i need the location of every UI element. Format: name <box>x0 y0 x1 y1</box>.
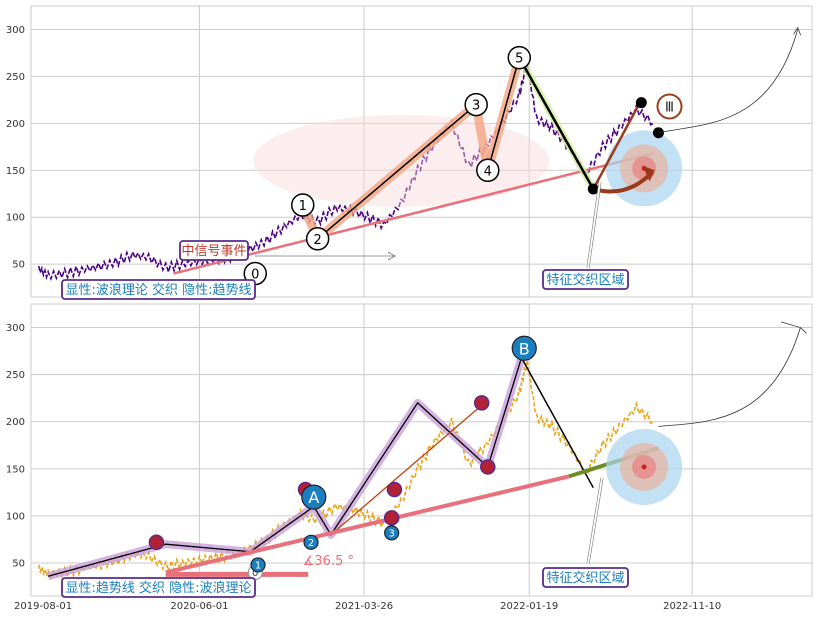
top-panel: 50 100 150 200 250 300 Ⅲ 0 1 2 3 4 5 中信号事件特征交织区域显性:波浪… <box>6 5 813 300</box>
legend-label: 显性:趋势线 交织 隐性:波浪理论 <box>65 580 251 596</box>
y-tick-label: 200 <box>6 417 25 428</box>
x-tick-label: 2022-01-19 <box>500 601 558 612</box>
wave-line-down <box>518 57 595 190</box>
wave-point-label: 0 <box>251 268 259 283</box>
wave-point-label: A <box>308 488 319 507</box>
x-tick-label: 2022-11-10 <box>663 601 721 612</box>
y-tick-label: 300 <box>6 323 25 334</box>
signal-marker <box>148 534 165 551</box>
legend-label: 显性:波浪理论 交织 隐性:趋势线 <box>65 282 251 298</box>
y-tick-label: 200 <box>6 119 25 130</box>
signal-marker <box>386 481 403 498</box>
projection-curve <box>658 29 799 134</box>
wave-point-marker <box>305 227 330 251</box>
projection-curve <box>658 327 801 427</box>
wave-line <box>487 57 520 171</box>
angle-label: ∡36.5 ° <box>303 554 354 569</box>
wave-point-label: 3 <box>388 528 394 539</box>
wave-point-marker <box>384 525 400 541</box>
y-tick-label: 250 <box>6 370 25 381</box>
y-tick-label: 250 <box>6 72 25 83</box>
signal-box <box>179 240 249 261</box>
zone-box <box>542 269 629 290</box>
roman-label: Ⅲ <box>665 100 674 115</box>
wave-point-marker <box>301 484 327 510</box>
wave-point-label: 3 <box>472 99 480 114</box>
thin-trend <box>330 407 480 536</box>
wave-point-label: 4 <box>484 164 492 179</box>
signal-arrow <box>255 251 397 261</box>
wave-point-label: 1 <box>299 199 307 214</box>
wave-point-marker <box>511 335 537 361</box>
wave-point-label: 0 <box>252 568 258 579</box>
zone-label: 特征交织区域 <box>546 570 624 586</box>
dot <box>635 97 647 109</box>
x-tick-label: 2019-08-01 <box>14 601 72 612</box>
wave-line <box>317 103 477 240</box>
y-tick-label: 150 <box>6 166 25 177</box>
projection-arrow <box>793 26 802 36</box>
y-tick-label: 300 <box>6 25 25 36</box>
wave-line <box>47 357 523 577</box>
legend-box <box>61 577 256 598</box>
wave-line-down <box>520 357 594 489</box>
wave-point-label: 2 <box>314 233 322 248</box>
wave-point-label: 2 <box>308 538 314 549</box>
wave-point-marker <box>476 158 500 183</box>
projection-bar <box>780 321 807 334</box>
y-tick-label: 100 <box>6 511 25 522</box>
wave-point-marker <box>464 92 488 117</box>
arrow-head <box>642 165 655 182</box>
wave-point-marker <box>507 45 532 70</box>
wave-point-label: 5 <box>515 52 523 67</box>
x-tick-label: 2021-03-26 <box>335 601 393 612</box>
wave-point-label: B <box>519 339 530 358</box>
zone-pointer <box>587 181 601 269</box>
trend-line <box>173 152 654 275</box>
zone-label: 特征交织区域 <box>546 272 624 288</box>
y-tick-label: 50 <box>12 260 25 271</box>
dot <box>587 183 599 195</box>
x-tick-label: 2020-06-01 <box>170 601 228 612</box>
signal-marker <box>473 395 490 411</box>
wave-point-label: 1 <box>255 560 261 571</box>
signal-label: 中信号事件 <box>181 244 246 259</box>
signal-marker <box>383 510 400 526</box>
y-tick-label: 150 <box>6 464 25 475</box>
signal-marker <box>480 459 496 475</box>
legend-box <box>61 279 256 300</box>
wave-point-marker <box>250 557 266 573</box>
roman-circle <box>656 93 683 120</box>
zone-box <box>542 567 629 588</box>
highlight-ellipse <box>253 114 550 207</box>
trend-line <box>165 474 570 575</box>
wave-point-marker <box>303 534 319 550</box>
zone-pointer <box>587 477 603 565</box>
y-tick-label: 50 <box>12 559 25 570</box>
y-tick-label: 100 <box>6 213 25 224</box>
brown-line <box>592 99 643 190</box>
wave-point-marker <box>290 193 315 217</box>
zone-center <box>641 464 647 470</box>
